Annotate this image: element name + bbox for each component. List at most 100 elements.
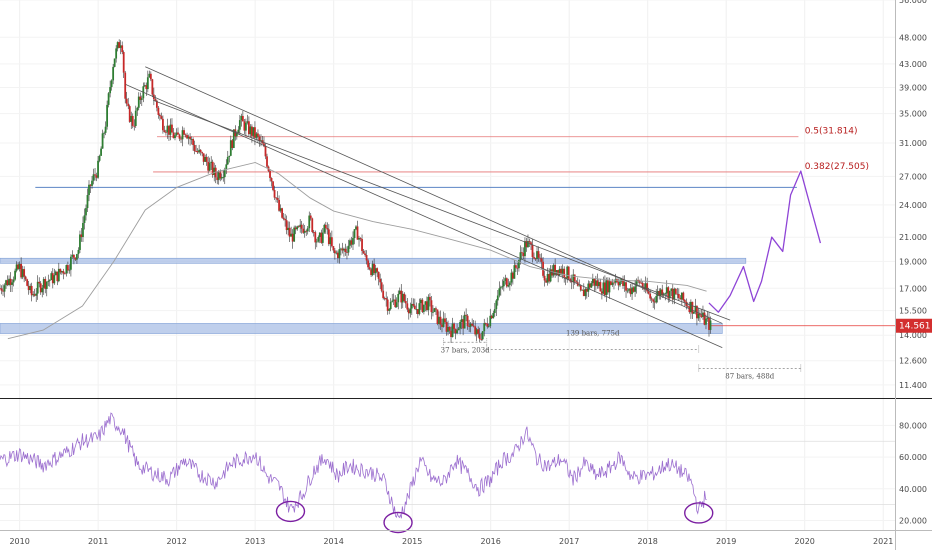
trendlines [125,66,731,349]
candle-body [397,293,400,303]
time-tick-label: 2012 [166,537,186,546]
candle-body [548,274,550,282]
candle-body [127,103,130,107]
candle-body [439,316,442,325]
candle-body [649,293,652,299]
candle-body [54,271,57,276]
candle-body [346,252,348,253]
candle-body [448,326,451,331]
price-tick-label: 14.000 [899,331,927,340]
candle-body [220,177,223,179]
candle-body [146,77,149,90]
projection-path [708,170,822,313]
candle-body [382,290,385,299]
candle-body [388,309,391,311]
price-tick-label: 17.000 [899,284,927,293]
candle-body [278,199,280,211]
candle-body [60,271,63,273]
candle-body [680,292,683,300]
candle-body [608,281,611,293]
candle-body [303,230,306,233]
candle-body [51,273,54,284]
candle-body [646,283,649,292]
candle-body [0,288,3,291]
candle-body [85,208,87,216]
candle-body [419,299,422,304]
candle-body [694,305,697,312]
candle-body [355,226,357,230]
candle-body [53,275,56,284]
candle-body [619,281,621,286]
candle-body [172,132,175,139]
candle-body [394,299,397,308]
candle-body [478,333,481,340]
candle-body [492,312,495,319]
candle-body [3,285,6,292]
candle-body [699,313,701,316]
candle-body [145,85,148,90]
candle-body [237,129,240,134]
candle-body [155,100,158,108]
last-price-label: 14.561 [899,322,931,332]
candle-body [95,175,98,178]
candle-body [350,240,353,245]
candle-body [186,135,188,139]
price-tick-label: 15.500 [899,307,927,316]
candle-body [121,45,124,53]
candle-body [198,149,201,153]
candle-body [101,133,104,149]
candle-body [499,287,502,289]
candle-body [588,283,591,288]
candle-body [71,254,74,257]
candle-body [493,309,496,313]
candle-body [637,279,639,281]
candle-body [223,169,226,178]
candle-body [162,118,164,131]
rsi-tick-label: 60.000 [899,453,927,462]
time-tick-label: 2014 [323,537,343,546]
candle-body [510,272,513,283]
candle-body [35,293,38,296]
candle-body [422,304,425,312]
candle-body [273,190,276,198]
candle-body [139,96,142,100]
candle-body [47,280,50,282]
candle-body [110,80,113,88]
candle-body [465,314,468,316]
candle-body [77,249,80,255]
candle-body [226,156,229,165]
candle-body [44,278,47,289]
candle-body [398,290,401,294]
candle-body [39,283,42,293]
candle-body [489,315,492,327]
candle-body [364,253,366,255]
candle-body [290,233,293,237]
candle-body [415,309,418,310]
candle-body [171,124,173,133]
candle-body [160,116,163,119]
candle-body [264,146,267,157]
price-tick-label: 39.000 [899,83,927,92]
candle-body [338,249,341,259]
candle-body [569,278,572,282]
horizontal-lines [35,136,895,327]
candle-body [73,254,75,258]
candle-body [361,238,363,252]
candle-body [6,280,9,285]
candle-body [213,167,216,175]
candle-body [333,250,336,254]
candle-body [131,115,134,126]
candle-body [558,268,561,276]
candle-body [610,281,612,285]
candle-body [536,251,538,259]
candle-body [281,208,283,218]
candle-body [148,73,151,78]
candle-body [640,282,643,284]
price-tick-label: 31.000 [899,139,927,148]
candle-body [315,241,318,243]
candle-body [426,301,428,311]
candle-body [309,215,312,219]
measurement-label: 139 bars, 775d [566,329,620,337]
candle-body [371,263,374,276]
candle-body [340,248,342,250]
